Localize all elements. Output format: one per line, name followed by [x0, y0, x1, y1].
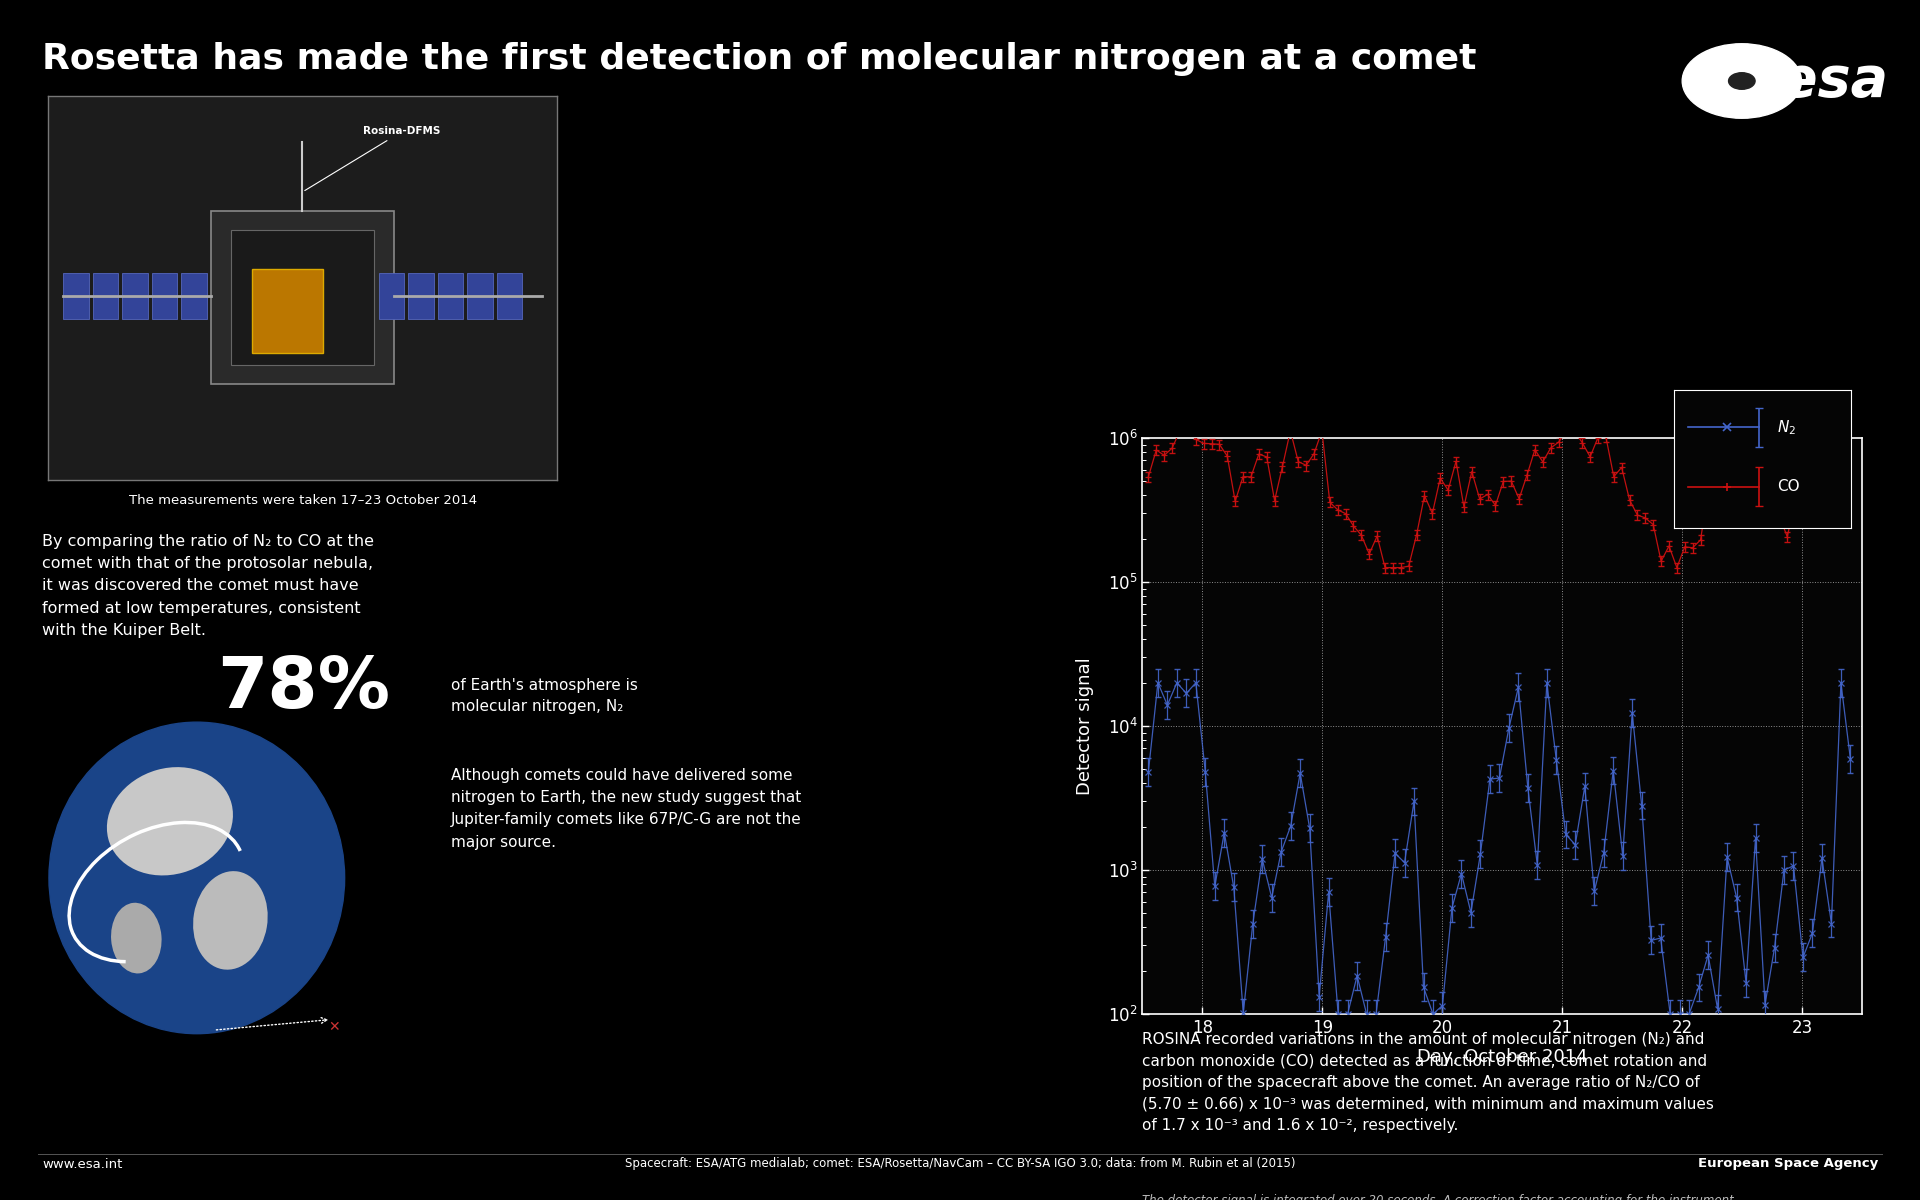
Text: esa: esa: [1780, 54, 1889, 108]
Bar: [497, 272, 522, 319]
Bar: [252, 269, 323, 353]
Bar: [378, 272, 405, 319]
Ellipse shape: [111, 902, 161, 973]
Text: of Earth's atmosphere is
molecular nitrogen, N₂: of Earth's atmosphere is molecular nitro…: [451, 678, 637, 714]
Bar: [409, 272, 434, 319]
Bar: [211, 211, 394, 384]
Text: 78%: 78%: [217, 654, 390, 722]
Text: The detector signal is integrated over 20 seconds. A correction factor accountin: The detector signal is integrated over 2…: [1142, 1194, 1734, 1200]
Bar: [438, 272, 463, 319]
Circle shape: [50, 722, 346, 1033]
Text: $N_2$: $N_2$: [1776, 418, 1795, 437]
Text: ROSINA recorded variations in the amount of molecular nitrogen (N₂) and
carbon m: ROSINA recorded variations in the amount…: [1142, 1032, 1715, 1133]
Circle shape: [1682, 43, 1801, 119]
Text: Although comets could have delivered some
nitrogen to Earth, the new study sugge: Although comets could have delivered som…: [451, 768, 803, 850]
Text: By comparing the ratio of N₂ to CO at the
comet with that of the protosolar nebu: By comparing the ratio of N₂ to CO at th…: [42, 534, 374, 637]
Bar: [467, 272, 493, 319]
Ellipse shape: [108, 767, 232, 876]
X-axis label: Day, October 2014: Day, October 2014: [1417, 1048, 1588, 1066]
Bar: [152, 272, 177, 319]
Bar: [180, 272, 207, 319]
Text: Spacecraft: ESA/ATG medialab; comet: ESA/Rosetta/NavCam – CC BY-SA IGO 3.0; data: Spacecraft: ESA/ATG medialab; comet: ESA…: [624, 1158, 1296, 1170]
Text: CO: CO: [1776, 479, 1799, 494]
Text: The measurements were taken 17–23 October 2014: The measurements were taken 17–23 Octobe…: [129, 494, 478, 508]
Text: ✕: ✕: [328, 1020, 340, 1033]
Bar: [63, 272, 88, 319]
Circle shape: [1728, 73, 1755, 89]
Y-axis label: Detector signal: Detector signal: [1075, 658, 1094, 794]
Text: European Space Agency: European Space Agency: [1697, 1158, 1878, 1170]
Text: Rosina-DFMS: Rosina-DFMS: [305, 126, 442, 191]
Text: Rosetta has made the first detection of molecular nitrogen at a comet: Rosetta has made the first detection of …: [42, 42, 1476, 76]
Bar: [92, 272, 119, 319]
Bar: [230, 230, 374, 365]
Ellipse shape: [194, 871, 267, 970]
Bar: [123, 272, 148, 319]
Text: www.esa.int: www.esa.int: [42, 1158, 123, 1170]
